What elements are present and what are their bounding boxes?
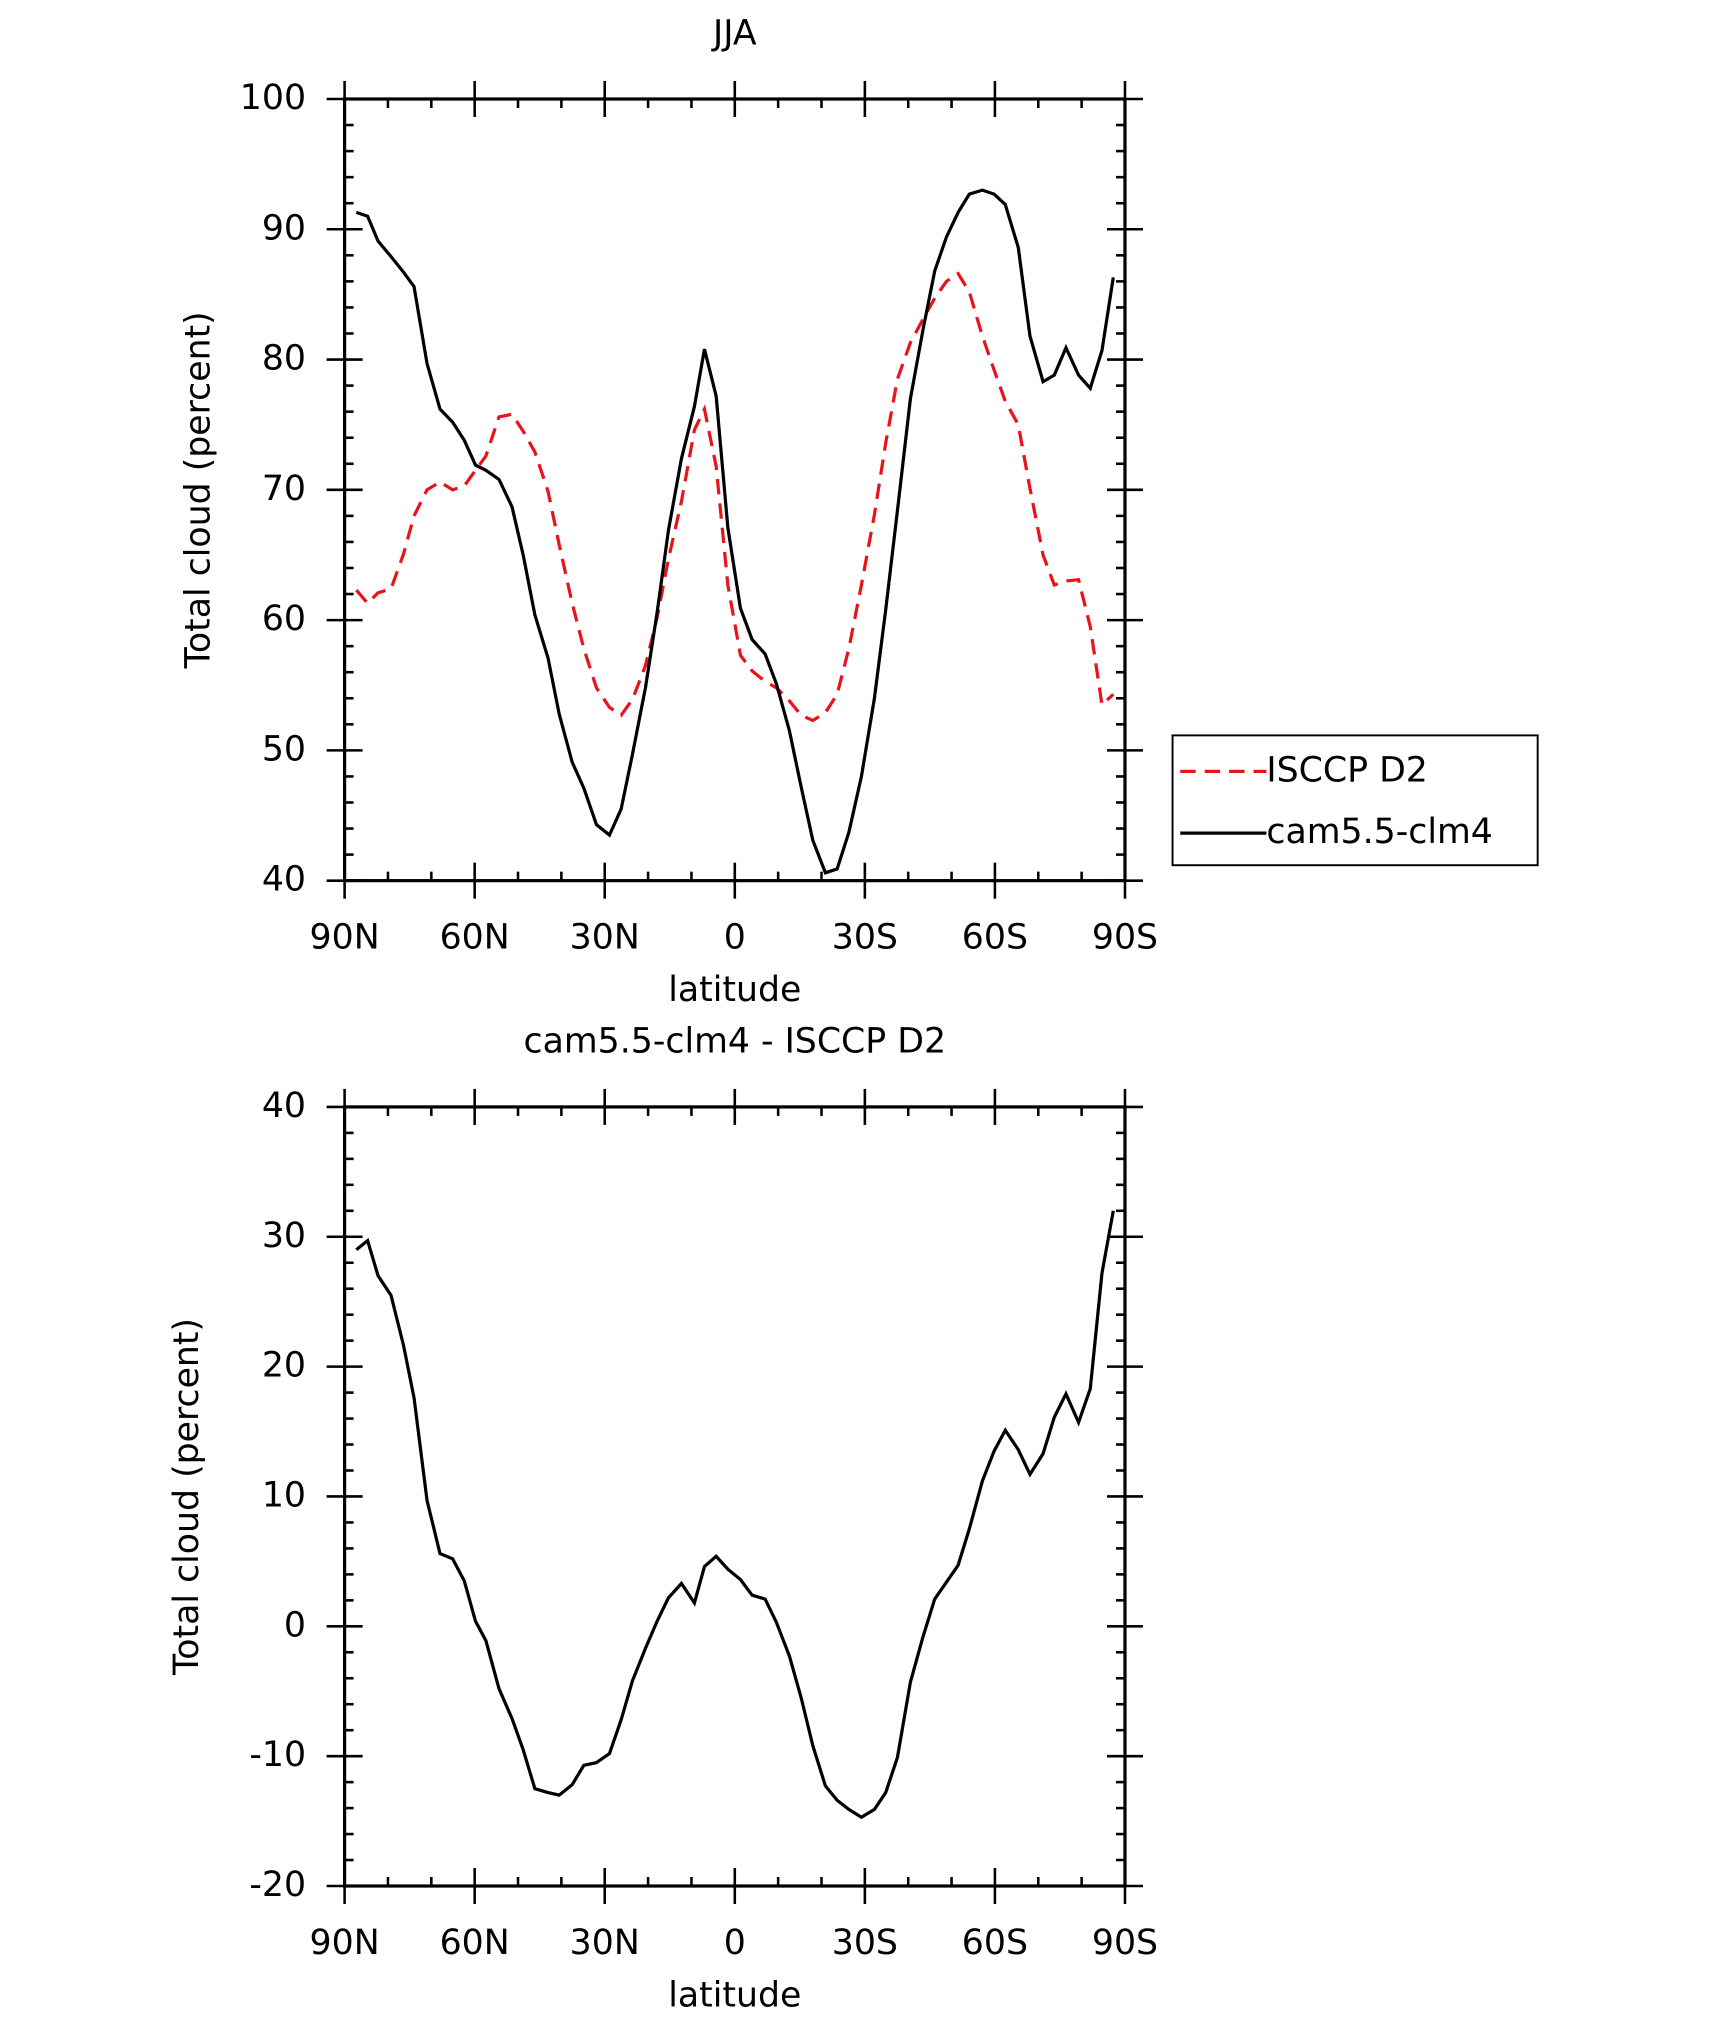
x-tick-label: 30N [570, 1923, 640, 1963]
y-tick-label: 10 [262, 1475, 306, 1515]
data-line [355, 1210, 1115, 1820]
y-tick-label: 100 [240, 78, 306, 118]
y-tick-label: 30 [262, 1216, 306, 1256]
plot-frame [343, 1105, 1127, 1888]
x-tick-label: 90S [1092, 918, 1158, 958]
y-tick-label: 80 [262, 339, 306, 379]
legend-label: ISCCP D2 [1266, 750, 1428, 790]
legend-label: cam5.5-clm4 [1266, 812, 1492, 852]
x-tick-label: 90S [1092, 1923, 1158, 1963]
plot-frame [343, 97, 1127, 883]
y-axis-label: Total cloud (percent) [167, 1318, 207, 1676]
chart-title: cam5.5-clm4 - ISCCP D2 [524, 1022, 947, 1062]
x-tick-label: 90N [310, 1923, 380, 1963]
y-tick-label: 0 [284, 1605, 306, 1645]
y-tick-label: -20 [249, 1865, 306, 1905]
y-tick-label: 60 [262, 599, 306, 639]
x-tick-label: 90N [310, 918, 380, 958]
chart-title: JJA [711, 14, 757, 54]
x-tick-label: 60S [962, 1923, 1028, 1963]
data-line [355, 271, 1115, 723]
y-tick-label: 50 [262, 729, 306, 769]
legend-box [1171, 734, 1539, 867]
x-tick-label: 30S [832, 918, 898, 958]
x-tick-label: 60N [440, 918, 510, 958]
x-tick-label: 30N [570, 918, 640, 958]
y-tick-label: 40 [262, 1086, 306, 1126]
y-tick-label: 70 [262, 469, 306, 509]
y-tick-label: 40 [262, 860, 306, 900]
y-tick-label: 90 [262, 208, 306, 248]
x-tick-label: 60N [440, 1923, 510, 1963]
x-tick-label: 0 [724, 1923, 746, 1963]
y-axis-label: Total cloud (percent) [178, 311, 218, 669]
x-axis-label: latitude [668, 970, 801, 1010]
x-tick-label: 30S [832, 1923, 898, 1963]
y-tick-label: 20 [262, 1346, 306, 1386]
x-axis-label: latitude [668, 1976, 801, 2016]
x-tick-label: 60S [962, 918, 1028, 958]
y-tick-label: -10 [249, 1735, 306, 1775]
x-tick-label: 0 [724, 918, 746, 958]
data-line [355, 188, 1115, 875]
